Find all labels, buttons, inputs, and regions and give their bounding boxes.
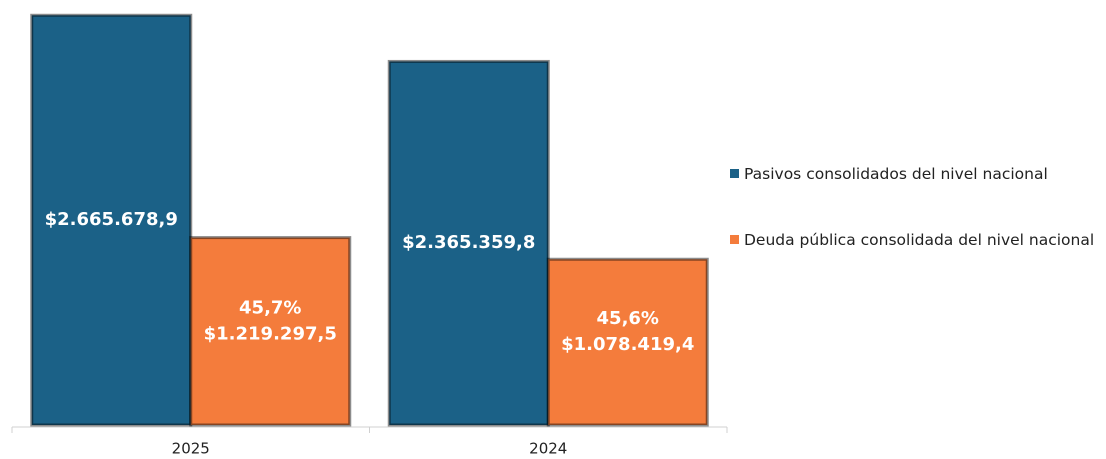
bar <box>546 257 709 427</box>
legend-item: Pasivos consolidados del nivel nacional <box>730 164 1102 185</box>
percent-label: 45,6% <box>597 308 659 329</box>
legend-label: Pasivos consolidados del nivel nacional <box>744 165 1048 183</box>
bar <box>387 59 550 427</box>
percent-label: 45,7% <box>239 297 301 318</box>
legend-swatch <box>730 235 739 244</box>
bar <box>189 236 352 427</box>
value-label: $1.219.297,5 <box>204 323 337 344</box>
legend-swatch <box>730 169 739 178</box>
value-label: $1.078.419,4 <box>561 334 694 355</box>
value-label: $2.365.359,8 <box>402 232 535 253</box>
bar <box>30 13 193 427</box>
legend-label: Deuda pública consolidada del nivel naci… <box>744 231 1095 249</box>
x-tick-label: 2025 <box>172 440 210 458</box>
value-label: $2.665.678,9 <box>45 209 178 230</box>
x-tick-label: 2024 <box>529 440 567 458</box>
legend-item: Deuda pública consolidada del nivel naci… <box>730 230 1102 251</box>
